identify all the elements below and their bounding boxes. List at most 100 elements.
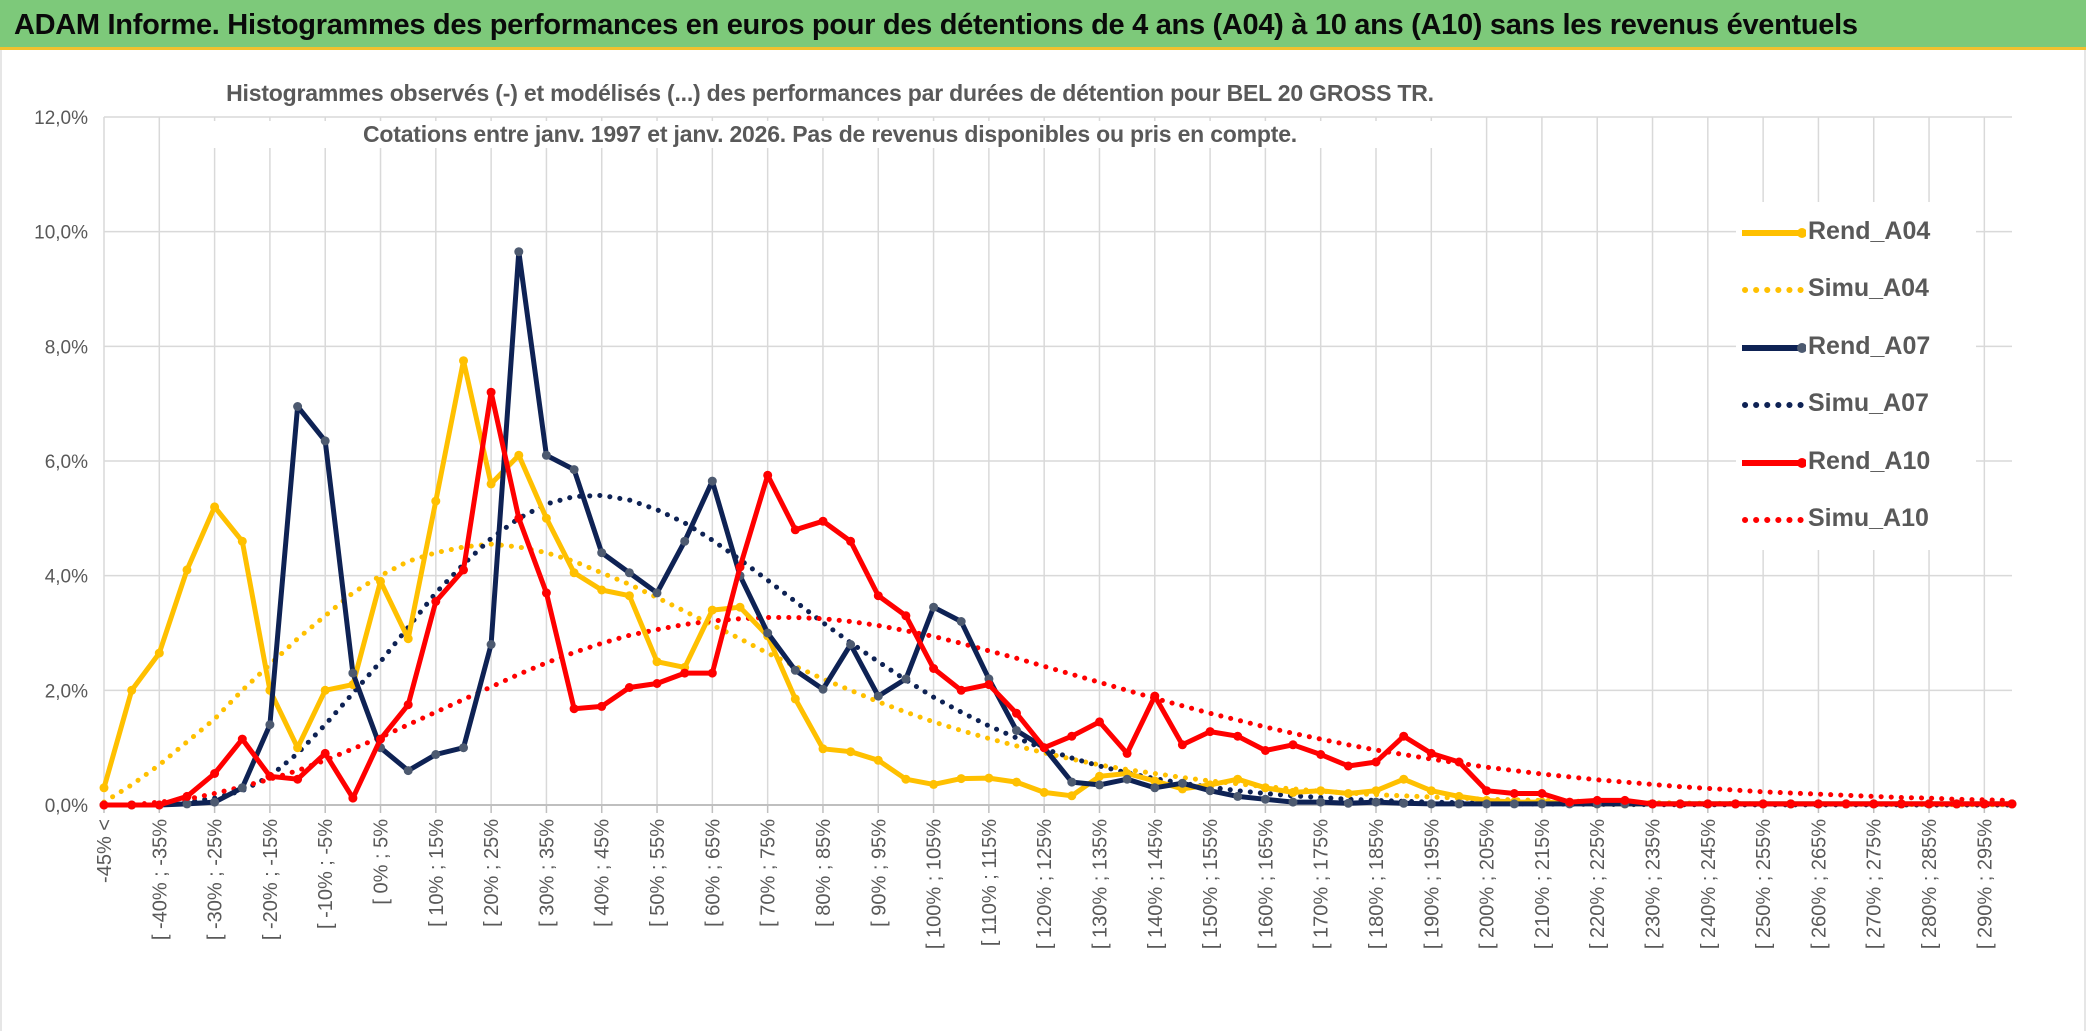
data-point-rend-a10	[1841, 799, 1851, 809]
data-point-rend-a10	[1288, 740, 1298, 750]
data-point-rend-a10	[984, 680, 994, 690]
legend-label-simu-a10: Simu_A10	[1808, 504, 1929, 532]
legend-item-rend-a10[interactable]: Rend_A10	[1736, 442, 1976, 482]
data-point-rend-a10	[99, 800, 109, 810]
data-point-rend-a04	[320, 685, 330, 695]
data-point-rend-a04	[486, 479, 496, 489]
data-point-rend-a10	[403, 700, 413, 710]
y-tick-label: 4,0%	[45, 567, 88, 588]
data-point-rend-a10	[680, 668, 690, 678]
data-point-rend-a10	[735, 562, 745, 572]
data-point-rend-a04	[984, 773, 994, 783]
x-tick-label: [ 200% ; 205%	[1477, 819, 1499, 949]
data-point-rend-a10	[1675, 799, 1685, 809]
data-point-rend-a10	[265, 771, 275, 781]
chart-legend: Rend_A04 Simu_A04 Rend_A07 Simu_A07 Rend…	[1736, 202, 1976, 550]
legend-item-simu-a10[interactable]: Simu_A10	[1736, 499, 1976, 539]
data-point-rend-a07	[403, 766, 413, 776]
legend-item-simu-a04[interactable]: Simu_A04	[1736, 269, 1976, 309]
legend-swatch-rend-a04	[1742, 228, 1806, 238]
x-tick-label: [ 110% ; 115%	[979, 819, 1001, 946]
x-tick-label: [ 270% ; 275%	[1864, 819, 1886, 949]
legend-item-rend-a04[interactable]: Rend_A04	[1736, 212, 1976, 252]
x-tick-label: [ 20% ; 25%	[481, 819, 503, 927]
chart-title-line2: Cotations entre janv. 1997 et janv. 2026…	[200, 121, 1460, 148]
data-point-rend-a10	[1095, 717, 1104, 727]
data-point-rend-a07	[624, 568, 634, 578]
data-point-rend-a07	[1343, 798, 1353, 808]
data-point-rend-a10	[1426, 748, 1436, 758]
legend-swatch-simu-a04	[1742, 287, 1806, 293]
data-point-rend-a10	[459, 565, 468, 575]
data-point-rend-a07	[237, 783, 247, 793]
chart-title-line1: Histogrammes observés (-) et modélisés (…	[200, 80, 1460, 107]
data-point-rend-a07	[956, 617, 966, 626]
series-simu-a10	[101, 615, 2015, 808]
x-tick-label: [ 220% ; 225%	[1587, 819, 1609, 949]
data-point-rend-a10	[1482, 786, 1492, 796]
data-point-rend-a04	[1371, 786, 1381, 796]
data-point-rend-a07	[1095, 780, 1104, 790]
x-tick-label: [ 30% ; 35%	[536, 819, 558, 927]
data-point-rend-a07	[265, 720, 275, 730]
data-point-rend-a10	[707, 668, 717, 678]
data-point-rend-a07	[1537, 799, 1547, 809]
x-tick-label: [ 290% ; 295%	[1974, 819, 1996, 949]
data-point-rend-a10	[1537, 789, 1547, 798]
data-point-rend-a07	[293, 402, 303, 411]
x-tick-label: [ 170% ; 175%	[1311, 819, 1333, 949]
x-tick-label: [ 120% ; 125%	[1034, 819, 1056, 949]
data-point-rend-a07	[1509, 799, 1519, 809]
data-point-rend-a10	[929, 664, 939, 673]
data-point-rend-a10	[873, 591, 883, 601]
data-point-rend-a07	[1205, 786, 1215, 796]
y-tick-label: 10,0%	[34, 223, 88, 244]
data-point-rend-a10	[182, 791, 192, 801]
data-point-rend-a10	[1620, 795, 1630, 805]
y-tick-label: 0,0%	[45, 796, 88, 817]
legend-item-rend-a07[interactable]: Rend_A07	[1736, 327, 1976, 367]
data-point-rend-a07	[1122, 774, 1132, 784]
data-point-rend-a04	[210, 502, 220, 512]
legend-swatch-rend-a07	[1742, 343, 1806, 353]
legend-swatch-rend-a10	[1742, 458, 1806, 468]
data-point-rend-a10	[1150, 691, 1160, 701]
series-simu-a04	[101, 541, 2015, 808]
data-point-rend-a04	[403, 634, 413, 644]
data-point-rend-a07	[1012, 726, 1021, 735]
x-tick-label: [ 190% ; 195%	[1421, 819, 1443, 949]
data-point-rend-a04	[459, 356, 468, 366]
data-point-rend-a10	[514, 513, 524, 523]
data-point-rend-a04	[846, 747, 856, 757]
series-line-rend-a10	[104, 389, 2012, 808]
data-point-rend-a10	[846, 536, 856, 546]
legend-label-rend-a10: Rend_A10	[1808, 447, 1931, 475]
x-tick-label: [ 140% ; 145%	[1145, 819, 1167, 949]
data-point-rend-a10	[127, 800, 137, 810]
legend-label-rend-a04: Rend_A04	[1808, 217, 1931, 245]
data-point-rend-a10	[790, 525, 800, 535]
data-point-rend-a07	[486, 640, 496, 649]
data-point-rend-a10	[1979, 799, 1989, 809]
x-tick-label: [ 160% ; 165%	[1255, 819, 1277, 949]
data-point-rend-a10	[1592, 795, 1602, 805]
data-point-rend-a07	[1233, 791, 1243, 801]
data-point-rend-a10	[1343, 761, 1353, 771]
report-banner: ADAM Informe. Histogrammes des performan…	[0, 0, 2086, 50]
data-point-rend-a04	[569, 568, 579, 578]
data-point-rend-a10	[348, 793, 358, 803]
report-title: ADAM Informe. Histogrammes des performan…	[14, 9, 1858, 41]
data-point-rend-a07	[680, 536, 690, 546]
data-point-rend-a10	[818, 516, 828, 526]
x-tick-label: [ 10% ; 15%	[426, 819, 448, 927]
data-point-rend-a10	[1648, 799, 1657, 809]
x-tick-label: [ 90% ; 95%	[868, 819, 890, 927]
data-point-rend-a04	[1316, 786, 1326, 796]
data-point-rend-a10	[154, 800, 164, 810]
data-point-rend-a04	[873, 755, 883, 765]
data-point-rend-a04	[652, 657, 662, 667]
x-tick-label: [ 40% ; 45%	[592, 819, 614, 927]
legend-item-simu-a07[interactable]: Simu_A07	[1736, 384, 1976, 424]
x-tick-label: [ 280% ; 285%	[1919, 819, 1941, 949]
data-point-rend-a07	[569, 465, 579, 475]
